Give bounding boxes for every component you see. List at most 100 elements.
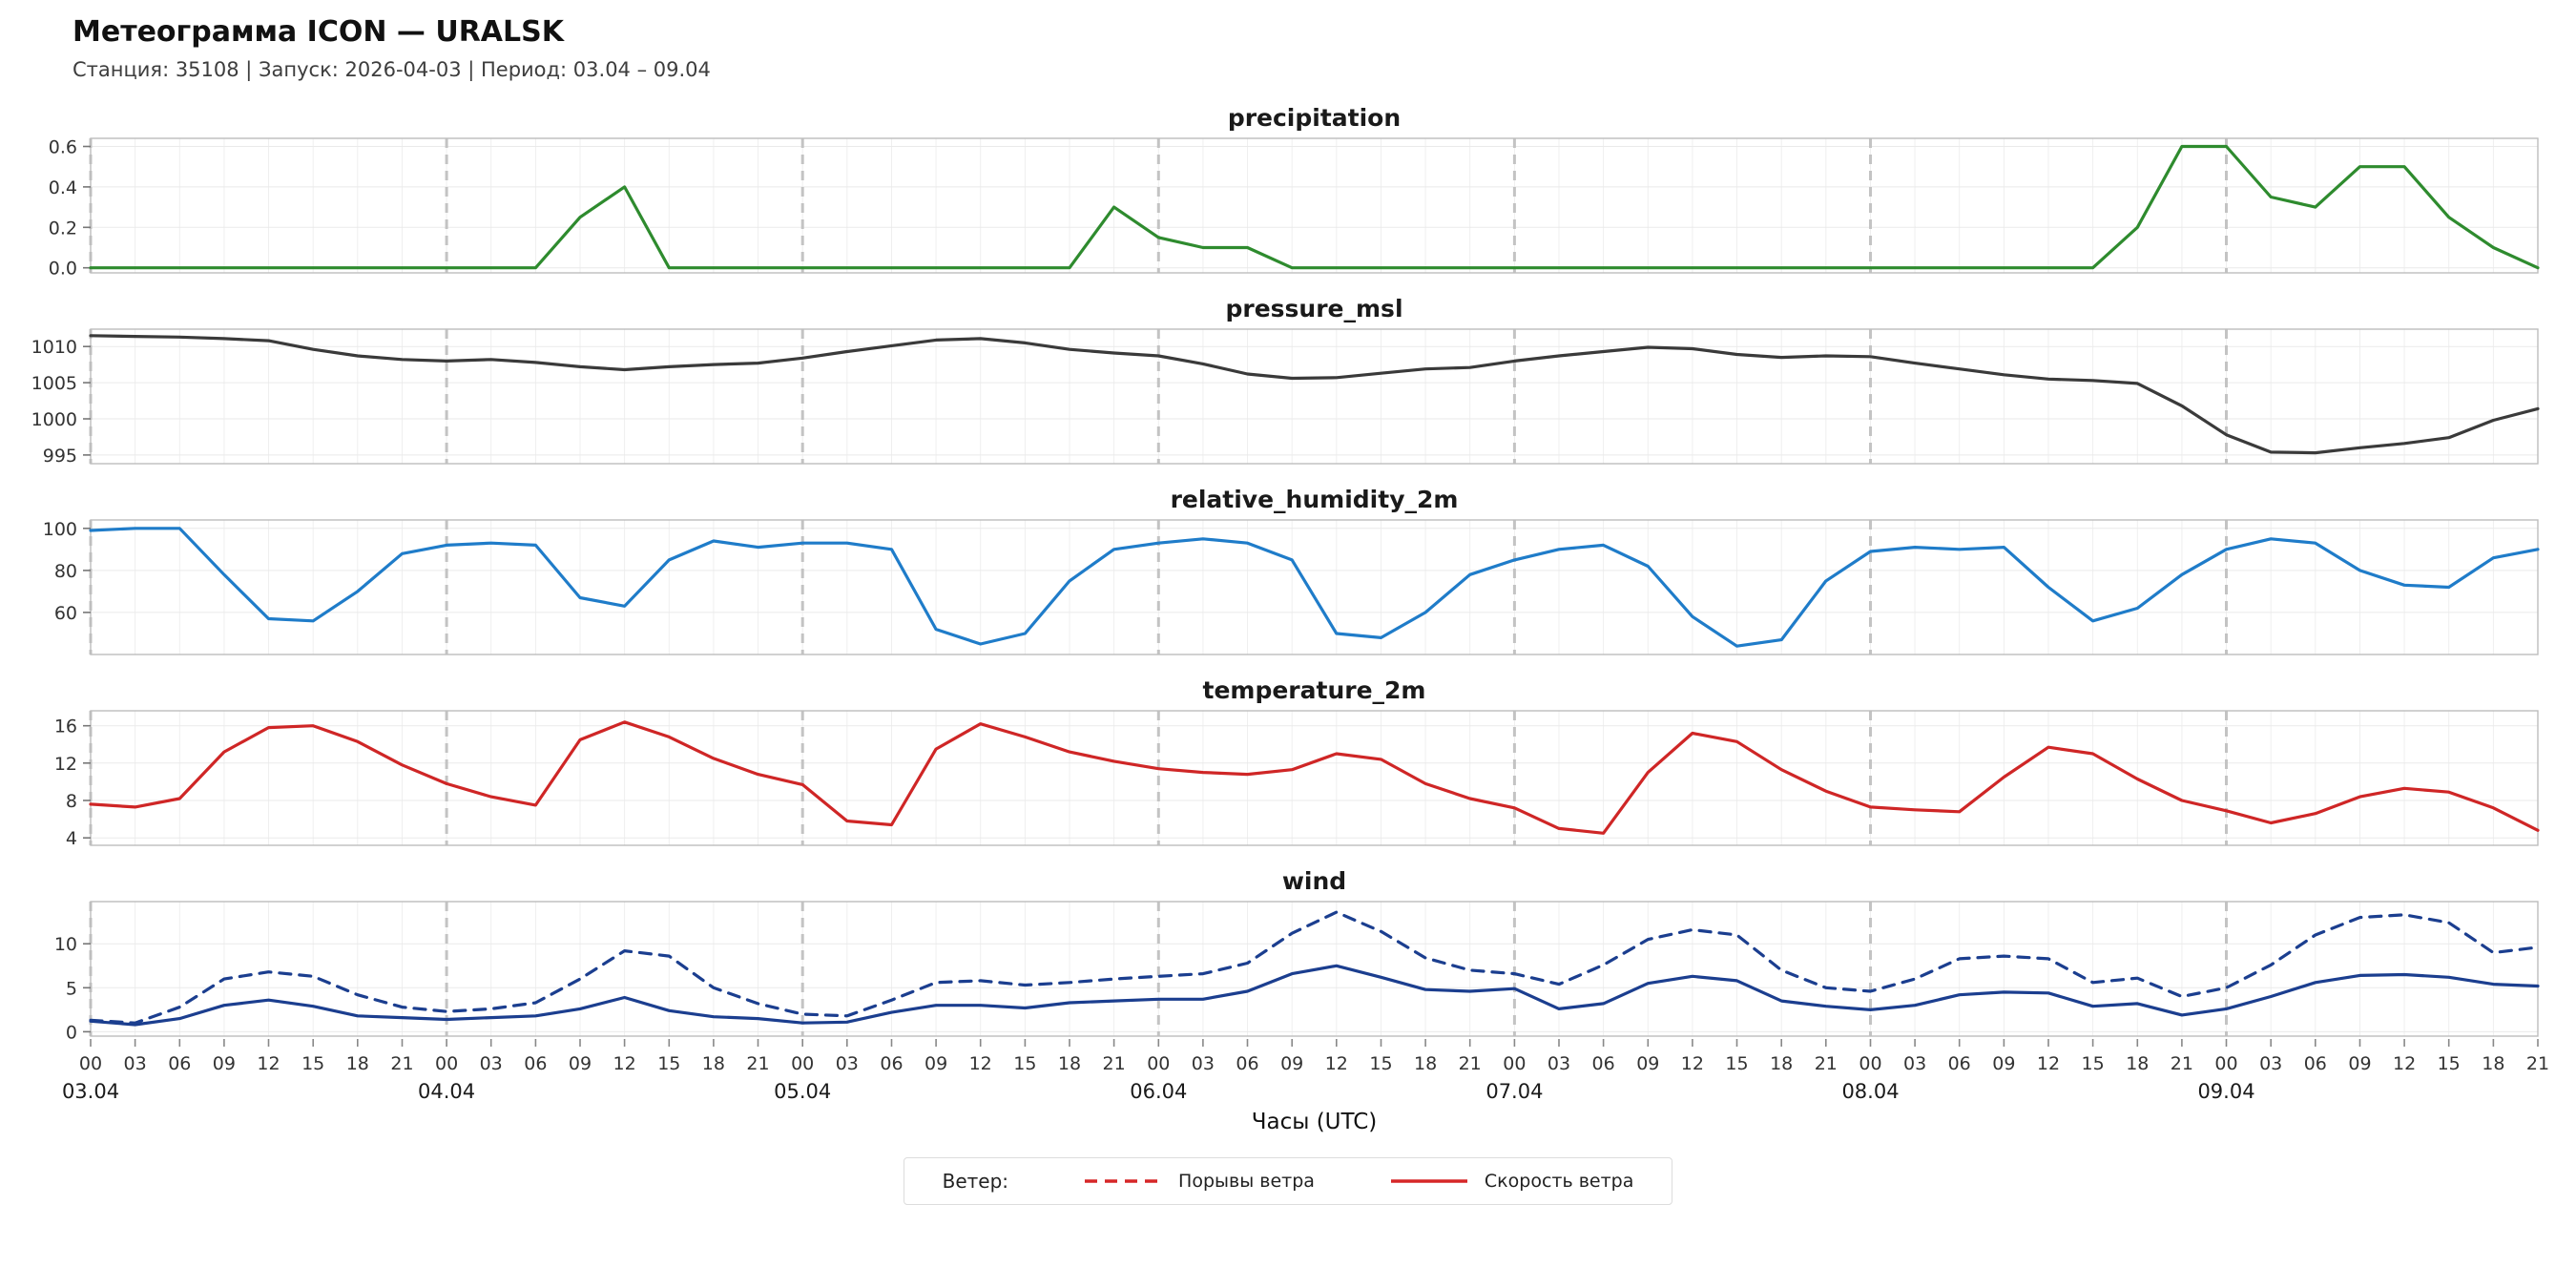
- chart-title-precipitation: precipitation: [1227, 104, 1402, 132]
- svg-text:15: 15: [1725, 1053, 1748, 1074]
- svg-text:18: 18: [2126, 1053, 2149, 1074]
- svg-text:03: 03: [836, 1053, 859, 1074]
- svg-text:0.0: 0.0: [49, 259, 77, 276]
- svg-text:06: 06: [1592, 1053, 1615, 1074]
- svg-text:21: 21: [746, 1053, 769, 1074]
- svg-text:07.04: 07.04: [1485, 1080, 1543, 1103]
- svg-text:08.04: 08.04: [1841, 1080, 1899, 1103]
- svg-text:03: 03: [1192, 1053, 1215, 1074]
- svg-text:15: 15: [301, 1053, 324, 1074]
- subplot-humidity: relative_humidity_2m 60 80 100: [0, 486, 2576, 657]
- svg-text:1000: 1000: [31, 409, 77, 430]
- svg-text:00: 00: [1147, 1053, 1170, 1074]
- temperature-chart: 4 8 12 16: [54, 710, 2540, 848]
- svg-text:06.04: 06.04: [1130, 1080, 1187, 1103]
- svg-text:15: 15: [1369, 1053, 1392, 1074]
- svg-text:12: 12: [54, 754, 77, 775]
- wind-legend: Ветер: Порывы ветра Скорость ветра: [903, 1157, 1673, 1205]
- figure-header: Метеограмма ICON — URALSK Станция: 35108…: [73, 15, 2576, 81]
- legend-row: Ветер: Порывы ветра Скорость ветра: [0, 1157, 2576, 1205]
- svg-text:03: 03: [1903, 1053, 1926, 1074]
- svg-text:12: 12: [613, 1053, 636, 1074]
- dashed-line-swatch-icon: [1085, 1179, 1162, 1183]
- svg-text:09: 09: [1280, 1053, 1303, 1074]
- svg-text:09: 09: [2348, 1053, 2371, 1074]
- svg-text:06: 06: [168, 1053, 191, 1074]
- svg-text:05.04: 05.04: [774, 1080, 831, 1103]
- humidity-chart: 60 80 100: [43, 519, 2540, 655]
- svg-text:0.6: 0.6: [49, 137, 77, 158]
- chart-title-temperature: temperature_2m: [1202, 676, 1426, 704]
- svg-text:06: 06: [880, 1053, 903, 1074]
- svg-text:09: 09: [569, 1053, 592, 1074]
- legend-prefix: Ветер:: [942, 1170, 1009, 1193]
- svg-text:06: 06: [1948, 1053, 1971, 1074]
- svg-text:00: 00: [1859, 1053, 1881, 1074]
- chart-title-wind: wind: [1281, 867, 1347, 895]
- svg-text:60: 60: [54, 603, 77, 624]
- svg-text:03: 03: [2259, 1053, 2282, 1074]
- svg-text:03: 03: [480, 1053, 503, 1074]
- legend-item-speed: Скорость ветра: [1389, 1171, 1633, 1192]
- svg-text:06: 06: [1236, 1053, 1258, 1074]
- svg-text:18: 18: [1770, 1053, 1793, 1074]
- svg-text:03.04: 03.04: [62, 1080, 119, 1103]
- svg-text:10: 10: [54, 934, 77, 955]
- svg-text:06: 06: [2304, 1053, 2327, 1074]
- svg-text:21: 21: [1103, 1053, 1126, 1074]
- svg-text:03: 03: [1548, 1053, 1570, 1074]
- svg-text:15: 15: [2438, 1053, 2461, 1074]
- svg-text:09: 09: [1636, 1053, 1659, 1074]
- svg-text:09.04: 09.04: [2197, 1080, 2254, 1103]
- svg-text:100: 100: [43, 519, 77, 540]
- subplot-pressure: pressure_msl 995 1000 1005 1010: [0, 295, 2576, 467]
- svg-text:09: 09: [924, 1053, 947, 1074]
- svg-text:80: 80: [54, 561, 77, 582]
- svg-text:06: 06: [524, 1053, 547, 1074]
- svg-text:09: 09: [1992, 1053, 2015, 1074]
- svg-text:18: 18: [346, 1053, 369, 1074]
- svg-text:09: 09: [213, 1053, 236, 1074]
- legend-label-gusts: Порывы ветра: [1178, 1171, 1315, 1192]
- svg-text:8: 8: [66, 791, 77, 812]
- svg-text:21: 21: [2171, 1053, 2193, 1074]
- solid-line-swatch-icon: [1390, 1179, 1467, 1183]
- figure-title: Метеограмма ICON — URALSK: [73, 15, 564, 49]
- svg-text:21: 21: [1815, 1053, 1838, 1074]
- chart-title-pressure: pressure_msl: [1225, 295, 1403, 322]
- subplot-wind: wind 0 5 10: [0, 867, 2576, 1039]
- svg-text:1005: 1005: [31, 373, 77, 394]
- svg-text:21: 21: [390, 1053, 413, 1074]
- svg-text:18: 18: [702, 1053, 725, 1074]
- subplot-temperature: temperature_2m 4 8 12 16: [0, 676, 2576, 848]
- svg-text:18: 18: [1058, 1053, 1081, 1074]
- svg-text:00: 00: [79, 1053, 102, 1074]
- svg-text:12: 12: [2037, 1053, 2060, 1074]
- svg-text:15: 15: [657, 1053, 680, 1074]
- svg-text:03: 03: [124, 1053, 147, 1074]
- svg-text:1010: 1010: [31, 337, 77, 358]
- svg-text:00: 00: [2214, 1053, 2237, 1074]
- svg-text:18: 18: [1414, 1053, 1437, 1074]
- chart-title-humidity: relative_humidity_2m: [1170, 486, 1459, 513]
- svg-text:0: 0: [66, 1022, 77, 1039]
- legend-item-gusts: Порывы ветра: [1083, 1171, 1315, 1192]
- pressure-chart: 995 1000 1005 1010: [31, 328, 2540, 467]
- subplot-precipitation: precipitation 0.0 0.2 0.4 0.6: [0, 104, 2576, 276]
- svg-text:0.4: 0.4: [49, 177, 77, 198]
- svg-text:15: 15: [2082, 1053, 2105, 1074]
- precipitation-chart: 0.0 0.2 0.4 0.6: [49, 137, 2540, 276]
- svg-text:00: 00: [1503, 1053, 1526, 1074]
- svg-text:12: 12: [969, 1053, 992, 1074]
- svg-text:18: 18: [2482, 1053, 2504, 1074]
- x-axis-label: Часы (UTC): [1251, 1110, 1378, 1134]
- svg-text:00: 00: [435, 1053, 458, 1074]
- svg-text:12: 12: [1325, 1053, 1348, 1074]
- legend-label-speed: Скорость ветра: [1484, 1171, 1634, 1192]
- svg-text:12: 12: [2393, 1053, 2416, 1074]
- figure-subtitle: Станция: 35108 | Запуск: 2026-04-03 | Пе…: [73, 58, 711, 81]
- svg-text:12: 12: [257, 1053, 280, 1074]
- wind-chart: 0 5 10: [54, 901, 2540, 1039]
- svg-text:04.04: 04.04: [418, 1080, 475, 1103]
